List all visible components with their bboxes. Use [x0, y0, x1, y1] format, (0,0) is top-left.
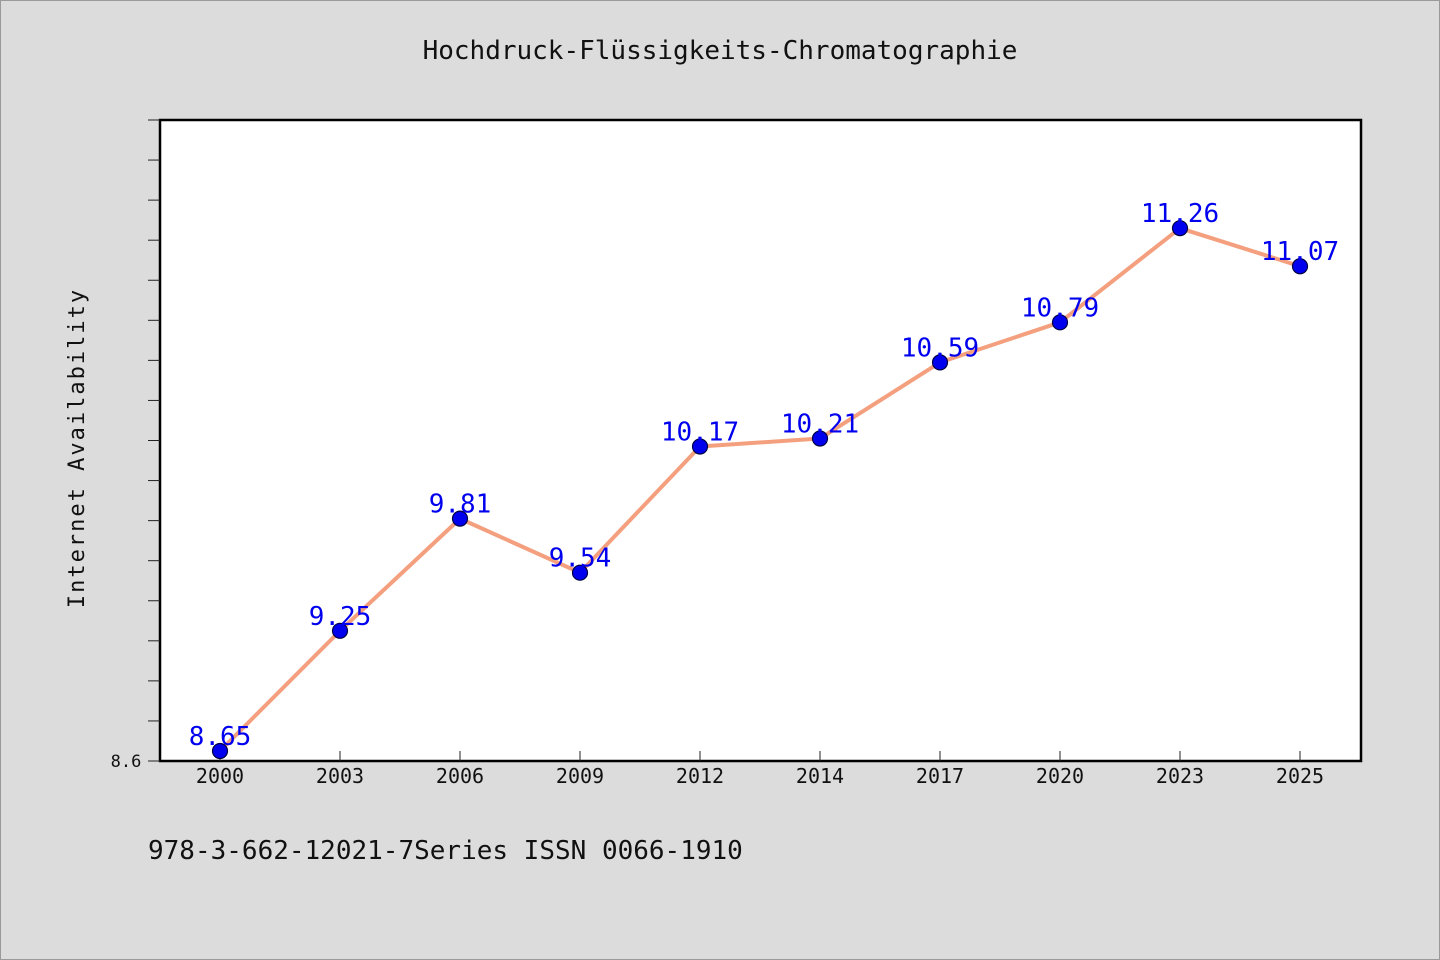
- data-label: 10.79: [1021, 293, 1099, 323]
- data-label: 10.59: [901, 333, 979, 363]
- x-tick-label: 2009: [556, 764, 604, 788]
- data-label: 10.17: [661, 418, 739, 448]
- x-tick-label: 2020: [1036, 764, 1084, 788]
- x-tick-label: 2012: [676, 764, 724, 788]
- x-tick-label: 2025: [1276, 764, 1324, 788]
- data-label: 11.07: [1261, 237, 1339, 267]
- data-point: [451, 510, 469, 527]
- data-label: 9.54: [549, 544, 612, 574]
- chart-title: Hochdruck-Flüssigkeits-Chromatographie: [422, 36, 1018, 66]
- plot-area: 8.6 Internet Availability 2000 2003 2006 2009…: [65, 118, 1363, 788]
- y-tick-label: 8.6: [111, 752, 142, 772]
- series-line: [218, 226, 1302, 753]
- data-label: 8.65: [189, 722, 252, 752]
- data-point: [931, 354, 949, 371]
- data-point: [1051, 314, 1069, 331]
- x-tick-label: 2000: [196, 764, 244, 788]
- data-point: [691, 438, 709, 455]
- y-axis-label: Internet Availability: [65, 288, 90, 608]
- data-point: [1171, 220, 1189, 237]
- data-point: [571, 564, 589, 581]
- data-label: 9.81: [429, 490, 492, 520]
- x-tick-label: 2003: [316, 764, 364, 788]
- data-point: [811, 430, 829, 447]
- data-point: [1291, 258, 1309, 275]
- data-label: 11.26: [1141, 199, 1219, 229]
- x-tick-label: 2023: [1156, 764, 1204, 788]
- data-point: [211, 742, 229, 760]
- x-tick-label: 2017: [916, 764, 964, 788]
- x-tick-label: 2006: [436, 764, 484, 788]
- footer-note: 978-3-662-12021-7Series ISSN 0066-1910: [148, 836, 743, 866]
- x-tick-label: 2014: [796, 764, 844, 788]
- data-point: [331, 622, 349, 639]
- data-label: 9.25: [309, 602, 372, 632]
- data-label: 10.21: [781, 409, 859, 439]
